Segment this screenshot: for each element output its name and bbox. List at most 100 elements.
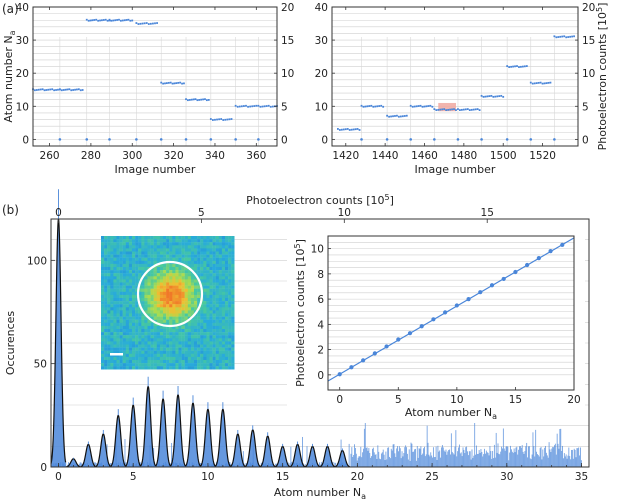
image-pixel (144, 282, 148, 286)
image-pixel (166, 319, 170, 323)
image-pixel (228, 356, 232, 361)
image-pixel (128, 270, 133, 274)
image-pixel (150, 239, 154, 243)
image-pixel (212, 322, 216, 327)
histogram-bar (478, 450, 480, 467)
image-pixel (107, 260, 111, 265)
image-pixel (107, 366, 111, 370)
image-pixel (150, 335, 154, 339)
image-pixel (119, 335, 123, 339)
image-pixel (116, 319, 120, 323)
image-pixel (147, 279, 151, 283)
image-pixel (144, 291, 148, 296)
image-pixel (209, 282, 213, 286)
image-pixel (166, 276, 170, 280)
image-pixel (153, 341, 157, 345)
image-pixel (113, 251, 117, 255)
image-pixel (116, 257, 120, 261)
image-pixel (156, 360, 161, 364)
image-pixel (218, 338, 223, 342)
image-pixel (169, 366, 173, 370)
image-pixel (144, 273, 148, 277)
image-pixel (194, 304, 198, 308)
image-pixel (184, 279, 188, 283)
image-pixel (187, 347, 192, 351)
data-point (222, 119, 225, 121)
image-pixel (107, 282, 111, 286)
image-pixel (166, 263, 170, 268)
image-pixel (225, 294, 229, 299)
data-point (484, 95, 487, 98)
data-point (269, 105, 272, 108)
data-point (460, 108, 463, 111)
histogram-bar (398, 446, 400, 467)
image-pixel (110, 239, 114, 243)
image-pixel (107, 363, 111, 367)
image-pixel (209, 310, 213, 314)
data-point (196, 99, 199, 102)
image-pixel (141, 353, 145, 358)
image-pixel (144, 304, 148, 308)
image-pixel (209, 353, 213, 358)
image-pixel (172, 257, 176, 261)
image-pixel (206, 329, 210, 333)
image-pixel (221, 319, 226, 323)
zero-marker (108, 138, 111, 141)
image-pixel (150, 363, 154, 367)
image-pixel (166, 298, 170, 302)
image-pixel (163, 338, 167, 342)
image-pixel (181, 353, 185, 358)
image-pixel (228, 313, 232, 317)
data-point (560, 242, 565, 247)
image-pixel (132, 316, 136, 320)
histogram-bar (80, 462, 82, 467)
image-pixel (169, 288, 173, 292)
image-pixel (225, 304, 229, 308)
y-axis-label: Photoelectron counts [105] (293, 239, 307, 387)
data-point (354, 128, 357, 131)
image-pixel (116, 325, 120, 330)
image-pixel (197, 254, 201, 258)
image-pixel (231, 282, 235, 286)
histogram-bar (502, 448, 503, 467)
image-pixel (200, 310, 204, 314)
image-pixel (110, 285, 114, 289)
image-pixel (147, 291, 151, 296)
image-pixel (175, 347, 179, 351)
image-pixel (135, 260, 139, 265)
histogram-bar (517, 454, 519, 467)
histogram-bar (242, 451, 244, 467)
image-pixel (156, 316, 161, 320)
image-pixel (181, 236, 185, 240)
image-pixel (203, 254, 207, 258)
image-pixel (104, 239, 108, 243)
image-pixel (135, 288, 139, 292)
image-pixel (163, 285, 167, 289)
image-pixel (166, 267, 170, 271)
data-point (396, 337, 401, 342)
image-pixel (135, 304, 139, 308)
image-pixel (169, 313, 173, 317)
image-pixel (194, 270, 198, 274)
image-pixel (225, 347, 229, 351)
image-pixel (166, 356, 170, 361)
image-pixel (138, 350, 142, 354)
image-pixel (153, 260, 157, 265)
x-tick-label: 1460 (411, 150, 438, 162)
image-pixel (135, 325, 139, 330)
data-point (76, 88, 78, 91)
image-pixel (101, 248, 105, 252)
image-pixel (175, 332, 179, 336)
image-pixel (184, 307, 188, 311)
y2-tick-label: 0 (582, 134, 589, 146)
image-pixel (200, 316, 204, 320)
image-pixel (228, 276, 232, 280)
image-pixel (172, 350, 176, 354)
image-pixel (135, 301, 139, 305)
image-pixel (172, 279, 176, 283)
histogram-bar (507, 446, 509, 467)
image-pixel (206, 332, 210, 336)
data-point (112, 19, 115, 22)
image-pixel (144, 298, 148, 302)
image-pixel (107, 316, 111, 320)
